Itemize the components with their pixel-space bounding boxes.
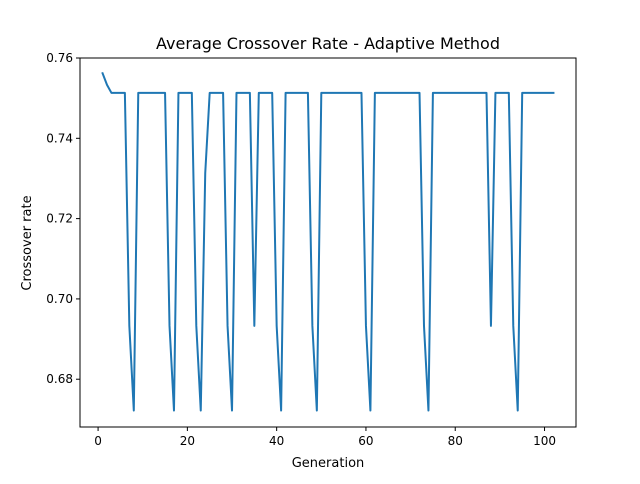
y-axis-label: Crossover rate (20, 195, 35, 290)
x-tick-label: 80 (448, 434, 463, 448)
series-line (101, 71, 555, 412)
chart-title: Average Crossover Rate - Adaptive Method (156, 34, 500, 53)
x-tick-label: 0 (94, 434, 102, 448)
x-axis-ticks: 0 20 40 60 80 100 (94, 427, 556, 448)
x-tick-label: 40 (269, 434, 284, 448)
x-tick-label: 100 (533, 434, 556, 448)
x-tick-label: 60 (358, 434, 373, 448)
y-tick-label: 0.76 (46, 51, 73, 65)
series-layer (101, 71, 555, 412)
y-tick-label: 0.72 (46, 212, 73, 226)
plot-area-frame (79, 57, 577, 428)
x-axis-label: Generation (292, 456, 365, 471)
y-tick-label: 0.74 (46, 131, 73, 145)
y-tick-label: 0.68 (46, 372, 73, 386)
x-tick-label: 20 (180, 434, 195, 448)
y-tick-label: 0.70 (46, 292, 73, 306)
y-axis-ticks: 0.68 0.70 0.72 0.74 0.76 (46, 51, 80, 386)
